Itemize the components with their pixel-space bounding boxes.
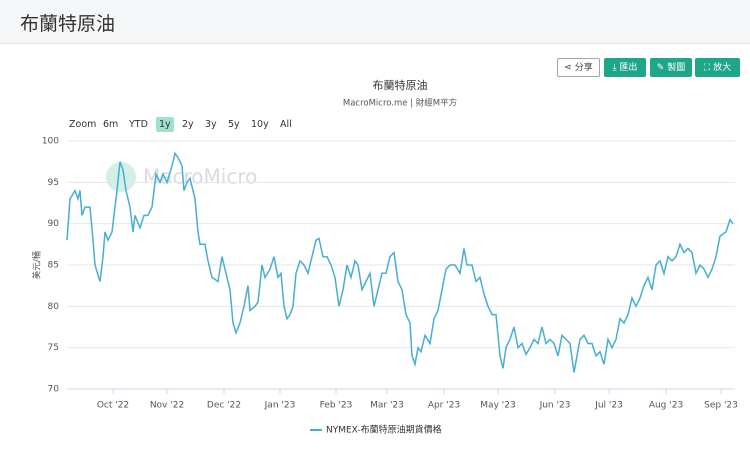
x-tick-label: Jun '23 bbox=[539, 401, 571, 411]
watermark-logo bbox=[106, 162, 136, 192]
zoom-button[interactable]: 10y bbox=[251, 119, 269, 130]
zoom-button[interactable]: 3y bbox=[205, 119, 217, 130]
zoom-button[interactable]: 1y bbox=[156, 117, 174, 132]
export-button[interactable]: ⤓ 匯出 bbox=[604, 58, 646, 77]
x-tick-label: Feb '23 bbox=[320, 401, 353, 411]
button-label: 放大 bbox=[713, 63, 732, 73]
zoom-button[interactable]: YTD bbox=[129, 119, 148, 130]
button-label: 匯出 bbox=[619, 63, 638, 73]
y-tick-label: 75 bbox=[48, 343, 59, 353]
x-tick-label: Jan '23 bbox=[264, 401, 296, 411]
share-button[interactable]: ⋖ 分享 bbox=[557, 58, 600, 77]
header: 布蘭特原油 bbox=[0, 0, 750, 44]
y-axis-label: 美元/桶 bbox=[32, 251, 43, 279]
x-tick-label: Dec '22 bbox=[207, 401, 241, 411]
x-tick-label: Aug '23 bbox=[649, 401, 683, 411]
x-tick-label: Oct '22 bbox=[97, 401, 129, 411]
y-tick-label: 100 bbox=[42, 137, 59, 147]
series-line bbox=[66, 151, 734, 373]
zoom-button[interactable]: All bbox=[280, 119, 292, 130]
x-tick-label: May '23 bbox=[480, 401, 515, 411]
button-label: 製圖 bbox=[667, 63, 686, 73]
watermark: MacroMicro bbox=[143, 165, 257, 189]
y-tick-label: 90 bbox=[48, 219, 60, 229]
page-title: 布蘭特原油 bbox=[20, 13, 116, 35]
legend-label: NYMEX-布蘭特原油期貨價格 bbox=[326, 424, 442, 436]
x-tick-label: Nov '22 bbox=[150, 401, 184, 411]
enlarge-button[interactable]: ⛶ 放大 bbox=[695, 58, 740, 77]
zoom-button[interactable]: 6m bbox=[103, 119, 119, 130]
chart-title: 布蘭特原油 bbox=[373, 78, 428, 92]
zoom-label: Zoom bbox=[69, 119, 97, 130]
zoom-button[interactable]: 5y bbox=[228, 119, 240, 130]
y-tick-label: 85 bbox=[48, 261, 59, 271]
chart-subtitle: MacroMicro.me | 財經M平方 bbox=[343, 98, 457, 109]
x-tick-label: Apr '23 bbox=[428, 401, 460, 411]
button-label: 分享 bbox=[574, 63, 593, 73]
x-tick-label: Jul '23 bbox=[594, 401, 623, 411]
draw-button[interactable]: ✎ 製圖 bbox=[650, 58, 692, 77]
x-tick-label: Sep '23 bbox=[704, 401, 738, 411]
y-tick-label: 70 bbox=[48, 385, 60, 395]
y-tick-label: 80 bbox=[48, 302, 60, 312]
y-tick-label: 95 bbox=[48, 178, 59, 188]
zoom-button[interactable]: 2y bbox=[182, 119, 194, 130]
x-tick-label: Mar '23 bbox=[370, 401, 404, 411]
